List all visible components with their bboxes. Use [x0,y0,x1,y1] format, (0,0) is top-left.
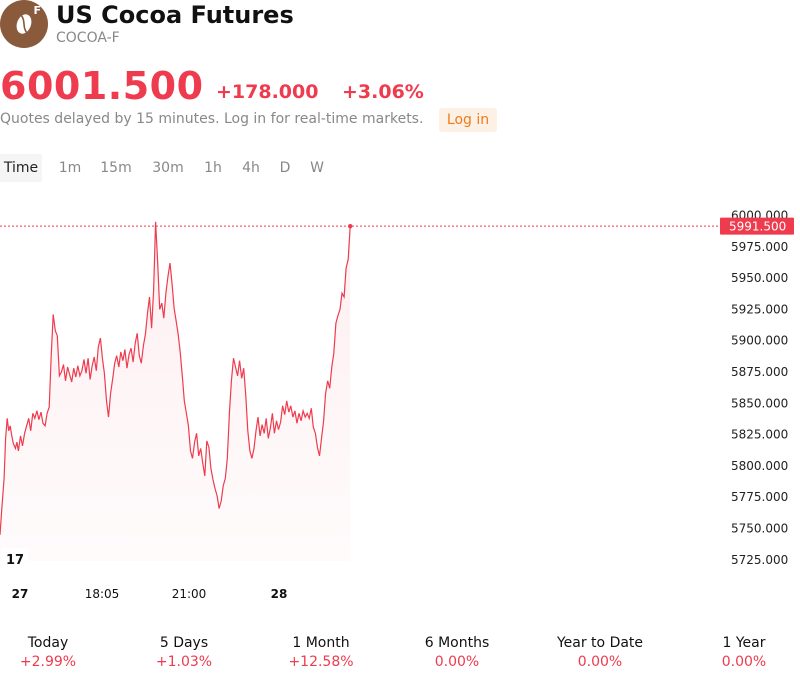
tradingview-logo-icon[interactable]: 17 [1,548,28,570]
perf-value: +12.58% [288,654,354,670]
perf-label: Year to Date [556,635,644,651]
perf-label: 1 Month [292,635,350,651]
svg-text:17: 17 [6,553,24,568]
timeframe-4h[interactable]: 4h [242,160,260,176]
y-tick-label: 5950.000 [731,271,788,285]
quote-row: 6001.500 +178.000 +3.06% [0,64,800,108]
timeframe-w[interactable]: W [310,160,324,176]
perf-value: +2.99% [19,654,77,670]
logo-letter: F [33,4,41,17]
y-tick-label: 5800.000 [731,459,788,473]
last-price-label: 5991.500 [729,220,786,234]
y-tick-label: 5900.000 [731,334,788,348]
y-tick-label: 5750.000 [731,522,788,536]
x-tick-label: 18:05 [85,587,120,601]
perf-value: 0.00% [434,654,480,670]
timeframe-15m[interactable]: 15m [100,160,132,176]
last-price-dot [348,223,353,229]
y-tick-label: 5925.000 [731,302,788,316]
price-series-line [0,221,351,535]
perf-value: 0.00% [721,654,767,670]
y-tick-label: 5775.000 [731,490,788,504]
timeframe-d[interactable]: D [279,160,291,176]
timeframe-selector: Time 1m 15m 30m 1h 4h D W [0,154,360,182]
x-tick-label: 28 [271,587,288,601]
timeframe-30m[interactable]: 30m [152,160,184,176]
timeframe-1h[interactable]: 1h [204,160,222,176]
cocoa-logo-icon: F [0,0,48,48]
perf-label: Today [27,635,69,651]
perf-1-year[interactable]: 1 Year 0.00% [677,634,800,671]
delay-notice: Quotes delayed by 15 minutes. Log in for… [0,111,424,127]
instrument-header: F US Cocoa Futures COCOA-F [0,0,800,52]
last-price: 6001.500 [0,64,204,108]
x-tick-label: 27 [12,587,29,601]
y-tick-label: 5850.000 [731,396,788,410]
x-tick-label: 21:00 [172,587,207,601]
perf-label: 1 Year [722,635,766,651]
login-button[interactable]: Log in [439,108,497,132]
perf-6-months[interactable]: 6 Months 0.00% [390,634,524,671]
timeframe-1m[interactable]: 1m [58,160,82,176]
perf-year-to-date[interactable]: Year to Date 0.00% [533,634,667,671]
price-area-fill [0,221,351,562]
performance-summary: Today +2.99% 5 Days +1.03% 1 Month +12.5… [0,634,800,674]
perf-5-days[interactable]: 5 Days +1.03% [117,634,251,671]
perf-label: 5 Days [159,635,209,651]
last-price-label-box [720,217,794,235]
y-tick-label: 5975.000 [731,240,788,254]
perf-1-month[interactable]: 1 Month +12.58% [254,634,388,671]
price-chart[interactable]: 6000.0005975.0005950.0005925.0005900.000… [0,200,800,610]
price-change-percent: +3.06% [342,81,424,103]
y-tick-label: 5825.000 [731,428,788,442]
y-tick-label: 5875.000 [731,365,788,379]
perf-label: 6 Months [424,635,490,651]
perf-value: +1.03% [155,654,213,670]
y-axis: 6000.0005975.0005950.0005925.0005900.000… [731,209,788,567]
price-change: +178.000 [216,81,319,103]
perf-value: 0.00% [577,654,623,670]
cocoa-bean-icon [16,14,32,34]
ticker-symbol: COCOA-F [56,30,120,46]
y-tick-label: 5725.000 [731,553,788,567]
timeframe-time[interactable]: Time [0,154,42,182]
perf-today[interactable]: Today +2.99% [0,634,115,671]
x-axis: 27 18:05 21:00 28 [12,587,288,601]
page-title: US Cocoa Futures [56,1,294,29]
